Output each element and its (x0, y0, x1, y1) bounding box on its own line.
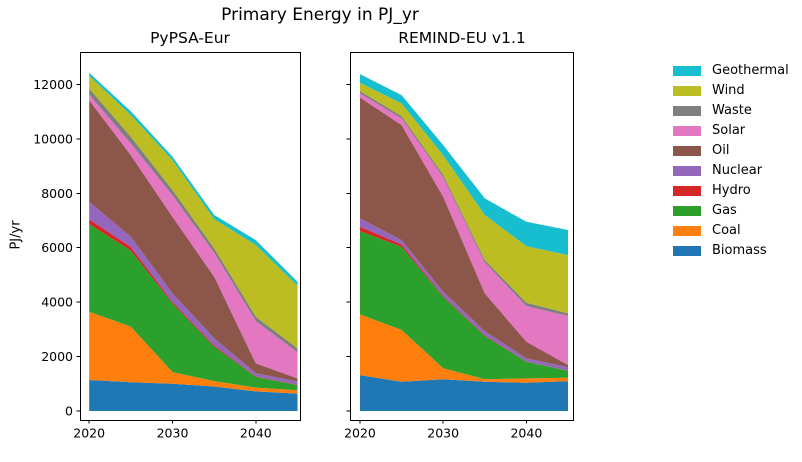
x-tick-label: 2030 (427, 426, 459, 441)
area-0-hydro (89, 219, 298, 386)
area-0-biomass (89, 380, 298, 411)
legend-entry-coal: Coal (673, 221, 789, 241)
y-tick-label: 2000 (41, 349, 73, 364)
area-0-coal (89, 311, 298, 394)
subplot-title-pypsa-eur: PyPSA-Eur (150, 29, 230, 47)
legend-swatch-waste (673, 106, 701, 116)
legend-label: Waste (712, 103, 752, 118)
area-0-gas (89, 224, 298, 391)
legend-swatch-wind (673, 86, 701, 96)
legend-label: Oil (712, 143, 730, 158)
x-tick-label: 2020 (344, 426, 376, 441)
legend-swatch-gas (673, 206, 701, 216)
legend-label: Coal (712, 223, 741, 238)
area-1-coal (360, 314, 568, 383)
area-1-solar (360, 93, 568, 366)
area-1-geothermal (360, 74, 568, 256)
legend: Geothermal Wind Waste Solar Oil Nuclear Hydro G… (673, 61, 789, 261)
legend-entry-geothermal: Geothermal (673, 61, 789, 81)
y-axis-label: PJ/yr (8, 220, 24, 250)
y-tick-label: 8000 (41, 186, 73, 201)
area-1-wind (360, 82, 568, 314)
legend-label: Solar (712, 123, 746, 138)
legend-swatch-oil (673, 146, 701, 156)
legend-entry-oil: Oil (673, 141, 789, 161)
legend-entry-gas: Gas (673, 201, 789, 221)
legend-label: Gas (712, 203, 737, 218)
x-tick-label: 2030 (157, 426, 189, 441)
area-0-oil (89, 100, 298, 382)
legend-swatch-solar (673, 126, 701, 136)
area-1-nuclear (360, 218, 568, 371)
area-0-solar (89, 94, 298, 379)
area-0-nuclear (89, 201, 298, 385)
legend-entry-hydro: Hydro (673, 181, 789, 201)
area-1-gas (360, 231, 568, 380)
y-tick-label: 6000 (41, 240, 73, 255)
area-1-oil (360, 97, 568, 368)
legend-label: Hydro (712, 183, 751, 198)
area-0-waste (89, 88, 298, 353)
legend-label: Nuclear (712, 163, 763, 178)
legend-label: Geothermal (712, 63, 789, 78)
legend-entry-solar: Solar (673, 121, 789, 141)
x-tick-label: 2020 (73, 426, 105, 441)
area-0-geothermal (89, 72, 298, 286)
x-tick-label: 2040 (510, 426, 542, 441)
y-tick-label: 12000 (33, 77, 73, 92)
legend-swatch-geothermal (673, 66, 701, 76)
legend-swatch-hydro (673, 186, 701, 196)
legend-entry-nuclear: Nuclear (673, 161, 789, 181)
subplot-title-remind-eu: REMIND-EU v1.1 (398, 29, 526, 47)
legend-swatch-biomass (673, 246, 701, 256)
y-tick-label: 10000 (33, 131, 73, 146)
legend-entry-waste: Waste (673, 101, 789, 121)
legend-label: Wind (712, 83, 745, 98)
area-0-wind (89, 75, 298, 349)
x-tick-label: 2040 (240, 426, 272, 441)
y-tick-label: 4000 (41, 295, 73, 310)
y-tick-label: 0 (65, 404, 73, 419)
axes-frame (80, 52, 301, 421)
legend-swatch-nuclear (673, 166, 701, 176)
legend-label: Biomass (712, 243, 767, 258)
legend-entry-wind: Wind (673, 81, 789, 101)
axes-frame (350, 52, 574, 421)
legend-swatch-coal (673, 226, 701, 236)
legend-entry-biomass: Biomass (673, 241, 789, 261)
figure-title: Primary Energy in PJ_yr (221, 5, 419, 25)
area-1-biomass (360, 375, 568, 411)
